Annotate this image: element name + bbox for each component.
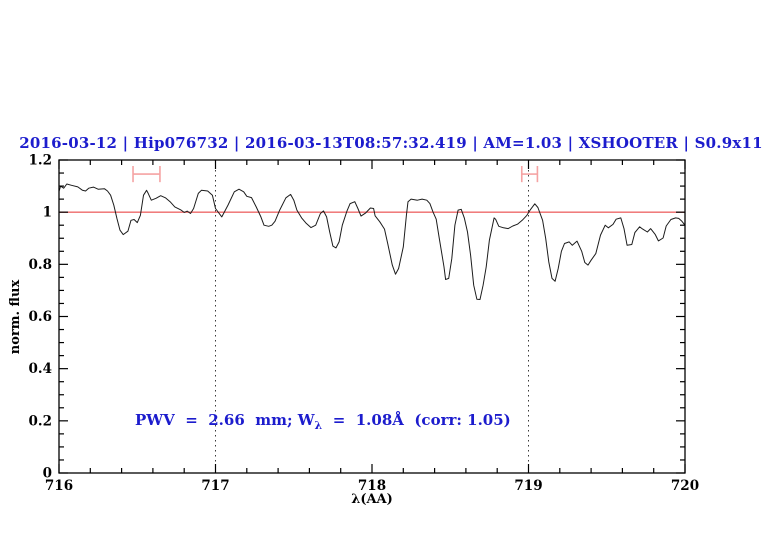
- y-tick-label: 0.8: [29, 257, 53, 273]
- x-axis-label: λ(AA): [351, 492, 393, 507]
- x-tick-label: 719: [514, 478, 542, 494]
- y-tick-label: 1: [43, 205, 52, 221]
- y-tick-label: 0.6: [29, 309, 53, 325]
- y-axis-label: norm. flux: [8, 279, 23, 355]
- x-tick-label: 720: [671, 478, 699, 494]
- pwv-annotation-suffix: = 1.08Å (corr: 1.05): [322, 411, 511, 429]
- pwv-annotation: PWV = 2.66 mm; Wλ = 1.08Å (corr: 1.05): [135, 411, 511, 432]
- spectrum-path: [58, 183, 686, 300]
- x-tick-label: 716: [45, 478, 73, 494]
- y-tick-label: 0.4: [29, 361, 53, 377]
- y-tick-label: 0: [43, 466, 52, 482]
- pwv-annotation-subscript-lambda: λ: [314, 419, 323, 432]
- plot-title: 2016-03-12 | Hip076732 | 2016-03-13T08:5…: [19, 134, 763, 152]
- x-tick-label: 717: [201, 478, 229, 494]
- x-tick-label: 718: [358, 478, 386, 494]
- y-tick-label: 0.2: [29, 413, 53, 429]
- y-tick-label: 1.2: [29, 153, 53, 169]
- pwv-annotation-prefix: PWV = 2.66 mm; W: [135, 411, 315, 429]
